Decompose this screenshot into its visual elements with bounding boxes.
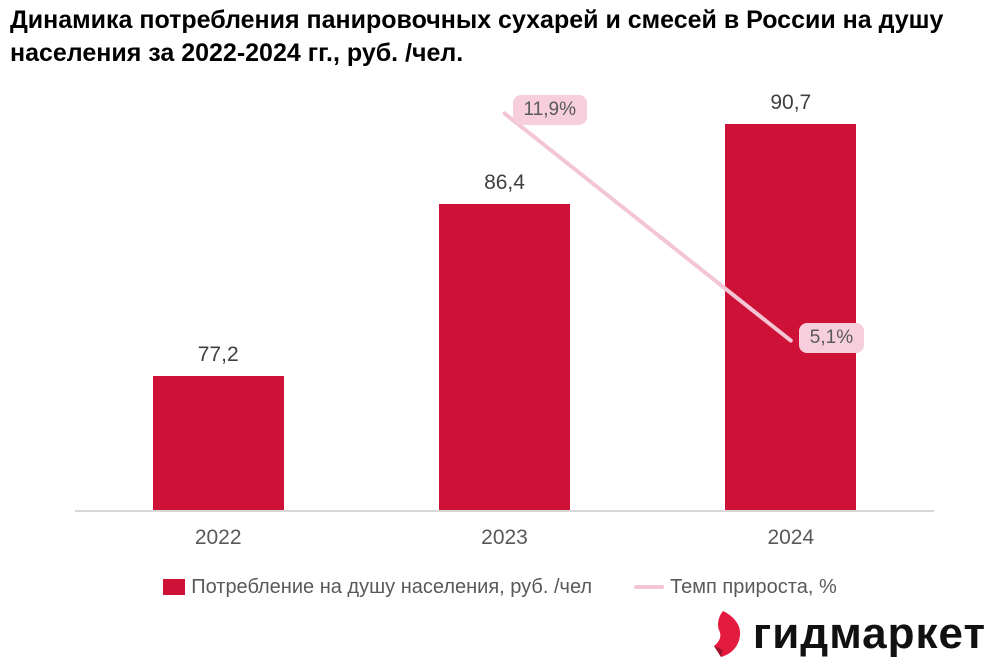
x-tick-2024: 2024 [767, 526, 815, 549]
bar-2024 [725, 123, 857, 511]
bar-2023 [439, 204, 570, 511]
x-axis-line [75, 510, 934, 512]
growth-label-2023: 11,9% [512, 95, 587, 126]
chart-title: Динамика потребления панировочных сухаре… [10, 6, 944, 67]
bar-series-swatch-icon [163, 579, 186, 595]
legend-item-growth: Темп прироста, % [634, 576, 837, 599]
gidmarket-logo: гидмаркет [711, 608, 986, 660]
legend: Потребление на душу населения, руб. /чел… [0, 572, 1000, 602]
bar-value-label-2022: 77,2 [197, 343, 239, 367]
legend-label-growth: Темп прироста, % [670, 575, 837, 598]
gidmarket-logo-text: гидмаркет [752, 609, 986, 658]
growth-label-2024: 5,1% [798, 322, 865, 353]
legend-item-consumption: Потребление на душу населения, руб. /чел [163, 576, 592, 599]
bar-value-label-2024: 90,7 [770, 90, 812, 114]
legend-label-consumption: Потребление на душу населения, руб. /чел [191, 575, 593, 598]
gidmarket-flame-icon [713, 611, 740, 657]
bar-value-label-2023: 86,4 [484, 171, 525, 195]
x-tick-2023: 2023 [481, 526, 528, 549]
line-series-dash-icon [634, 585, 665, 589]
x-tick-2022: 2022 [194, 526, 242, 549]
bar-2022 [152, 376, 284, 511]
